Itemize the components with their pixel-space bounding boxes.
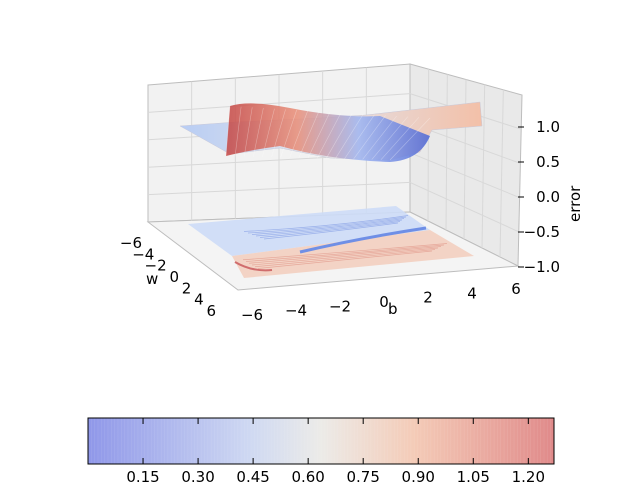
contour-line [255,219,403,237]
colorbar-tick-label: 0.30 [181,468,214,486]
colorbar-frame [87,417,555,465]
mesh-line [225,105,231,157]
b-tick-label: −4 [285,302,307,320]
error-tick-label: −1.0 [524,258,560,276]
contour-min-line [299,226,427,254]
b-tick-label: −2 [329,297,351,315]
mesh-line [234,106,242,157]
contour-line [263,222,399,240]
w-axis-label: w [146,270,158,288]
grid-line [427,69,430,222]
grid-line [147,181,411,196]
contour-line [245,244,445,262]
mesh-line [280,109,297,158]
contour-line [242,243,448,261]
colorbar: 0.15 0.30 0.45 0.60 0.75 0.90 1.05 1.20 [87,417,555,486]
colorbar-tick-label: 0.45 [236,468,269,486]
b-tick-label: 6 [511,280,521,298]
w-tick-label: 4 [194,291,204,309]
w-tick-label: −6 [120,234,142,252]
contour-line [251,247,439,266]
mesh-line [253,107,264,157]
error-axis-label: error [566,185,584,222]
contour-projection [188,206,474,278]
w-tick-label: −2 [145,257,167,275]
w-tick-label: −4 [132,245,154,263]
b-axis-label: b [388,300,398,318]
colorbar-tick-label: 0.75 [346,468,379,486]
grid-line [409,152,520,199]
colorbar-tick-label: 1.05 [457,468,490,486]
error-tick-label: 0.0 [536,188,560,206]
contour-line [251,218,405,235]
w-tick-label: 6 [206,302,216,320]
b-tick-label: −6 [241,306,263,324]
error-tick-label: 1.0 [536,118,560,136]
mesh-line [371,116,409,160]
contour-line [259,221,401,238]
error-tick-label: 0.5 [536,153,560,171]
mesh-line [289,110,309,158]
colorbar-tick-label: 0.60 [291,468,324,486]
grid-line [147,93,411,113]
mesh-line [353,115,386,160]
colorbar-stripes [87,418,551,464]
mesh-line [298,111,320,158]
mesh-line [344,114,375,160]
colorbar-fill [88,418,554,464]
mesh-line [362,115,397,160]
colorbar-ticks: 0.15 0.30 0.45 0.60 0.75 0.90 1.05 1.20 [126,418,545,486]
grid-line [445,74,448,231]
surface-mesh [225,105,431,161]
mesh-line [316,112,342,159]
b-tick-label: 2 [423,289,433,307]
error-surface [179,101,483,162]
contour-max-line [234,261,273,272]
grid-line [481,84,486,249]
grid-line [409,181,520,233]
w-tick-label: 0 [169,268,179,286]
w-tick-label: 2 [182,279,192,297]
mesh-line [335,113,364,159]
mesh-line [262,108,275,157]
surface-ridge [226,103,430,162]
contour-lines [242,215,448,269]
error-tick-label: −0.5 [524,223,560,241]
mesh-line [380,117,420,160]
contour-line [248,246,442,264]
contour-line [254,249,436,268]
contour-line [247,216,407,234]
mesh-line [271,109,286,158]
contour-line [257,250,433,269]
colorbar-tick-label: 0.90 [402,468,435,486]
mesh-line [307,111,331,159]
colorbar-tick-label: 1.20 [512,468,545,486]
colorbar-tick-label: 0.15 [126,468,159,486]
grid-line [499,89,504,258]
b-tick-label: 0 [379,293,389,311]
error-axis: −1.0 −0.5 0.0 0.5 1.0 [518,118,560,276]
mesh-line [389,117,431,161]
contour-line [243,215,409,232]
mesh-line [243,107,253,157]
mesh-line [325,113,353,159]
b-axis: −6 −4 −2 0 2 4 6 [241,280,521,324]
b-tick-label: 4 [467,284,477,302]
